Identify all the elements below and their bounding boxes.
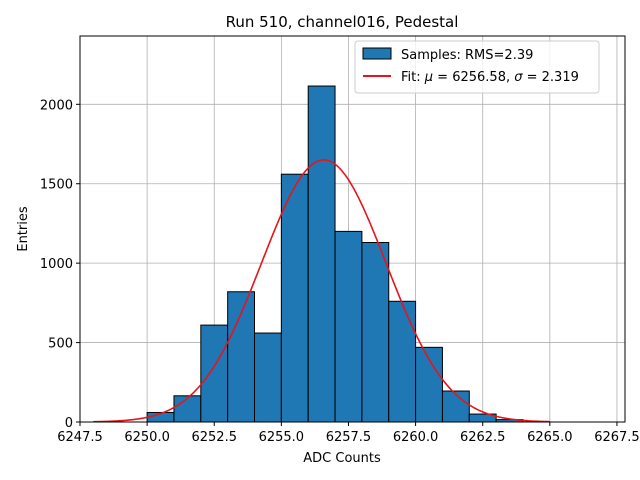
legend-fit-mu-symbol: μ bbox=[424, 70, 433, 85]
histogram-bar bbox=[173, 395, 202, 423]
histogram-bar bbox=[441, 390, 470, 423]
histogram-bar bbox=[227, 291, 256, 423]
x-tick-label: 6252.5 bbox=[191, 430, 237, 445]
x-tick-label: 6247.5 bbox=[57, 430, 103, 445]
x-tick-label: 6257.5 bbox=[326, 430, 372, 445]
y-tick-label: 500 bbox=[48, 337, 73, 352]
y-tick-label: 1000 bbox=[40, 257, 73, 272]
histogram-bar bbox=[280, 173, 309, 423]
x-tick-label: 6255.0 bbox=[259, 430, 305, 445]
histogram-bars bbox=[146, 85, 524, 423]
fit-curve bbox=[93, 159, 550, 423]
legend-fit-sigma-symbol: σ bbox=[514, 70, 523, 85]
y-axis-ticks: 0 500 1000 1500 2000 bbox=[40, 98, 80, 431]
x-tick-label: 6260.0 bbox=[393, 430, 439, 445]
legend-box bbox=[354, 40, 600, 94]
histogram-bar bbox=[361, 242, 390, 423]
x-axis-label: ADC Counts bbox=[303, 451, 381, 466]
legend: Samples: RMS=2.39 Fit: μ = 6256.58, σ = … bbox=[354, 40, 600, 94]
y-axis-label: Entries bbox=[16, 206, 31, 252]
plot-frame bbox=[79, 35, 626, 423]
histogram-bar bbox=[254, 332, 282, 423]
legend-fit-label: Fit: μ = 6256.58, σ = 2.319 bbox=[401, 70, 579, 85]
x-tick-label: 6265.0 bbox=[527, 430, 573, 445]
legend-samples-swatch bbox=[362, 47, 392, 60]
x-tick-label: 6267.5 bbox=[594, 430, 640, 445]
grid bbox=[79, 36, 625, 423]
fit-curve-group bbox=[93, 159, 550, 423]
y-tick-label: 1500 bbox=[40, 178, 73, 193]
legend-samples-label: Samples: RMS=2.39 bbox=[401, 48, 533, 63]
histogram-bar bbox=[307, 85, 336, 423]
y-tick-label: 0 bbox=[65, 416, 73, 431]
histogram-bar bbox=[200, 324, 229, 423]
histogram-bar bbox=[388, 300, 417, 423]
y-tick-label: 2000 bbox=[40, 98, 73, 113]
histogram-bar bbox=[334, 230, 363, 423]
legend-fit-prefix: Fit: bbox=[401, 70, 425, 85]
x-tick-label: 6250.0 bbox=[124, 430, 170, 445]
x-tick-label: 6262.5 bbox=[460, 430, 506, 445]
chart-title: Run 510, channel016, Pedestal bbox=[226, 13, 459, 31]
legend-fit-sigma-value: = 2.319 bbox=[522, 70, 578, 85]
x-axis-ticks: 6247.5 6250.0 6252.5 6255.0 6257.5 6260.0 6262… bbox=[57, 422, 640, 445]
legend-fit-mu-value: = 6256.58, bbox=[433, 70, 514, 85]
